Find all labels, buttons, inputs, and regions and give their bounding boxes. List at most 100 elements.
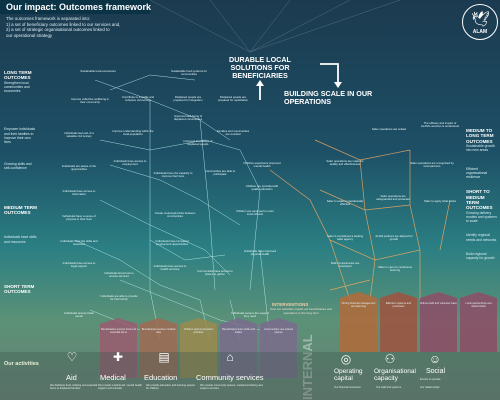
activity-desc: We provide community spaces, vocational … (200, 384, 263, 391)
intro-line: 1) a set of beneficiary outcomes linked … (6, 21, 121, 27)
sidebar-heading: SHORT TERM OUTCOMES (4, 283, 35, 295)
org-outcome-node: Safer is open to continuous learning (378, 265, 412, 273)
left-sidebar: LONG TERM OUTCOMES Strengthen local comm… (4, 70, 38, 295)
intro-line: The outcomes framework is separated into… (6, 16, 91, 21)
medical-kit-icon: ✚ (112, 350, 124, 364)
sidebar-block: Growing skills and self-confidence (4, 162, 38, 170)
beneficiary-card: Beneficiaries receive medical care (140, 318, 177, 378)
org-outcome-node: The efficacy and impact of ALAM's servic… (420, 121, 460, 129)
card-text: Local partnerships and relationships (465, 302, 492, 309)
org-outcome-node: Safer is considered a leading safer agen… (326, 234, 364, 242)
beneficiary-card: Beneficiaries receive food and essential… (100, 318, 137, 378)
card-text: Robust staff and volunteer base (420, 302, 457, 305)
org-outcome-node: ALAM partners are aligned for growth (375, 234, 413, 242)
outcome-node: Individuals are aware of the opportuniti… (61, 164, 97, 172)
outcome-node: Sustainable local economies (80, 69, 116, 73)
book-icon: ▤ (158, 350, 170, 364)
org-outcome-node: Safer to scale is operationally effectiv… (326, 199, 364, 207)
sidebar-text: Empower individuals and their families t… (4, 127, 36, 145)
outcome-node: Children are provided with quality educa… (245, 184, 279, 192)
intervention-desc: Our staff and systems (376, 386, 402, 389)
sidebar-block: Identify regional needs and networks (466, 233, 498, 241)
outcome-node: Improve collective wellbeing in their co… (71, 97, 109, 105)
card-text: Effective systems and processes (385, 302, 412, 309)
outcome-node: Individuals feel part of a valuable civi… (64, 131, 94, 139)
activity-community-services: Community services (196, 373, 264, 382)
card-text: Strong financial management and planning (341, 302, 376, 309)
community-icon: ⌂ (226, 350, 234, 364)
sidebar-text: Identify regional needs and networks (466, 233, 497, 242)
sidebar-text: Efficient organisational resilience (466, 166, 488, 180)
outcome-node: Individuals have access to employment (113, 159, 147, 167)
outcome-node: Individuals have access to legal support (62, 261, 96, 269)
organisational-links (269, 139, 451, 301)
card-text: Beneficiaries receive medical care (141, 328, 176, 335)
logo-text: ALAM (472, 29, 488, 35)
outcome-node: Children experience improved mental heal… (243, 161, 281, 169)
outcome-node: Improved knowledge of displaced people (183, 139, 213, 147)
intro-line: 2) a set of strategic organisational out… (6, 27, 110, 33)
outcome-node: Individuals have a sense of purpose in t… (62, 214, 96, 222)
right-sidebar: MEDIUM TO LONG TERM OUTCOMES Sustainable… (466, 128, 498, 260)
activity-desc: We distribute food, clothing and essenti… (50, 384, 98, 391)
activity-aid: Aid (66, 373, 77, 382)
outcome-node: Families and communities are reunited (216, 129, 250, 137)
outcome-node: Displaced people are prepared for integr… (173, 95, 203, 103)
card-text: Children attend education activities (183, 328, 214, 335)
org-outcome-node: Safer operations are made for quality an… (326, 159, 364, 167)
sidebar-block: LONG TERM OUTCOMES Strengthen local comm… (4, 70, 38, 93)
loop-arrow-down (334, 82, 342, 88)
outcome-node: Individuals have access to information (62, 189, 96, 197)
light-rays (149, 0, 401, 53)
outcome-node: Communities are able to participate (204, 169, 236, 177)
page-title: Our impact: Outcomes framework (6, 2, 152, 12)
sidebar-block: Individuals have skills and resources (4, 235, 38, 243)
sidebar-block: Build regional capacity for growth (466, 252, 498, 260)
sidebar-heading: SHORT TO MEDIUM TERM OUTCOMES (466, 189, 493, 211)
organisational-card: Robust staff and volunteer base (420, 292, 457, 352)
social-icon: ☺ (428, 352, 442, 366)
org-outcome-node: Safer to apply what works (423, 199, 457, 203)
card-text: Beneficiaries learn skills and trades (222, 328, 255, 335)
sidebar-text: Individuals have skills and resources (4, 235, 37, 244)
loop-arrow-up (256, 80, 264, 86)
outcome-node: Individuals receive the support they nee… (231, 311, 269, 319)
hand-heart-icon: ♡ (66, 350, 78, 364)
outcome-node: Individuals know how to access services (104, 271, 134, 279)
outcome-node: Individuals have the skills and resource… (60, 239, 98, 247)
outcome-node: Individuals have increased employment op… (155, 239, 189, 247)
outcome-node: Individuals have the capacity to improve… (153, 171, 193, 179)
outcome-node: Individuals are able to provide for thei… (100, 294, 138, 302)
beneficiary-card: Beneficiaries learn skills and trades (220, 318, 257, 378)
outcome-node: Improve understanding within the local p… (112, 129, 154, 137)
title-bar (0, 0, 150, 14)
intervention-desc: Our relationships (420, 386, 440, 389)
activities-label: Our activities (4, 361, 39, 367)
sidebar-text: Growing skills and self-confidence (4, 162, 32, 171)
sidebar-text: Build regional capacity for growth (466, 251, 495, 261)
activities-band (0, 352, 500, 400)
intro-line: our operational strategy (6, 32, 53, 38)
sidebar-heading: LONG TERM OUTCOMES (4, 70, 32, 81)
outcome-node: Improved well-being of displaced communi… (173, 114, 203, 122)
org-outcome-node: Safer operations are safeguarded and pro… (376, 194, 410, 202)
sidebar-heading: MEDIUM TO LONG TERM OUTCOMES (466, 128, 494, 144)
sidebar-text: Strengthen local communities and economi… (4, 80, 30, 94)
intervention-organisational-capacity: Organisational capacity (374, 368, 416, 382)
goal-building-scale: BUILDING SCALE IN OUR OPERATIONS (284, 89, 373, 107)
intervention-desc: Our financial resources (334, 386, 361, 389)
activity-desc: We provide education and learning spaces… (146, 384, 195, 391)
outcome-node: Communities have access to places to gat… (197, 269, 233, 277)
sidebar-text: Sustainable growth into new areas (466, 144, 495, 153)
intervention-social: Social (426, 368, 446, 375)
intro-text: The outcomes framework is separated into… (6, 16, 206, 38)
interventions-title: INTERVENTIONS (272, 302, 309, 307)
org-outcome-node: Safer operations are scaled (371, 127, 407, 131)
card-text: Beneficiaries receive food and essential… (101, 328, 136, 335)
activity-education: Education (144, 373, 178, 382)
org-outcome-node: Staff competencies are developed (330, 261, 360, 269)
card-text: Communities use shared spaces (264, 328, 293, 335)
people-icon: ⚇ (384, 352, 396, 366)
organisational-card: Effective systems and processes (380, 292, 417, 352)
